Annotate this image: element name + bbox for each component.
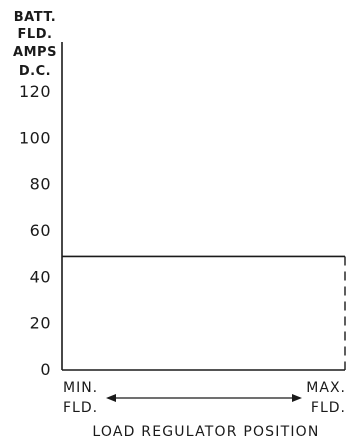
- y-tick-label-100: 100: [19, 128, 51, 147]
- x-tick-left-line-1: MIN.: [63, 380, 98, 396]
- x-axis-title: LOAD REGULATOR POSITION: [92, 424, 319, 440]
- x-tick-left-line-2: FLD.: [63, 400, 98, 416]
- x-tick-right-line-1: MAX.: [306, 380, 346, 396]
- y-tick-label-40: 40: [30, 267, 51, 286]
- y-axis-label-line-3: AMPS: [13, 45, 57, 60]
- y-tick-label-0: 0: [40, 360, 51, 379]
- y-tick-labels: 0 20 40 60 80 100 120: [19, 82, 51, 379]
- x-range-arrow-left-head: [106, 394, 116, 402]
- y-axis-label-line-4: D.C.: [19, 64, 51, 79]
- y-tick-label-80: 80: [30, 175, 51, 194]
- y-axis-label-line-2: FLD.: [18, 27, 53, 42]
- x-tick-right-line-2: FLD.: [311, 400, 346, 416]
- y-axis-label-line-1: BATT.: [14, 10, 56, 25]
- x-range-arrow-right-head: [292, 394, 302, 402]
- y-tick-label-20: 20: [30, 314, 51, 333]
- y-tick-label-60: 60: [30, 221, 51, 240]
- y-tick-label-120: 120: [19, 82, 51, 101]
